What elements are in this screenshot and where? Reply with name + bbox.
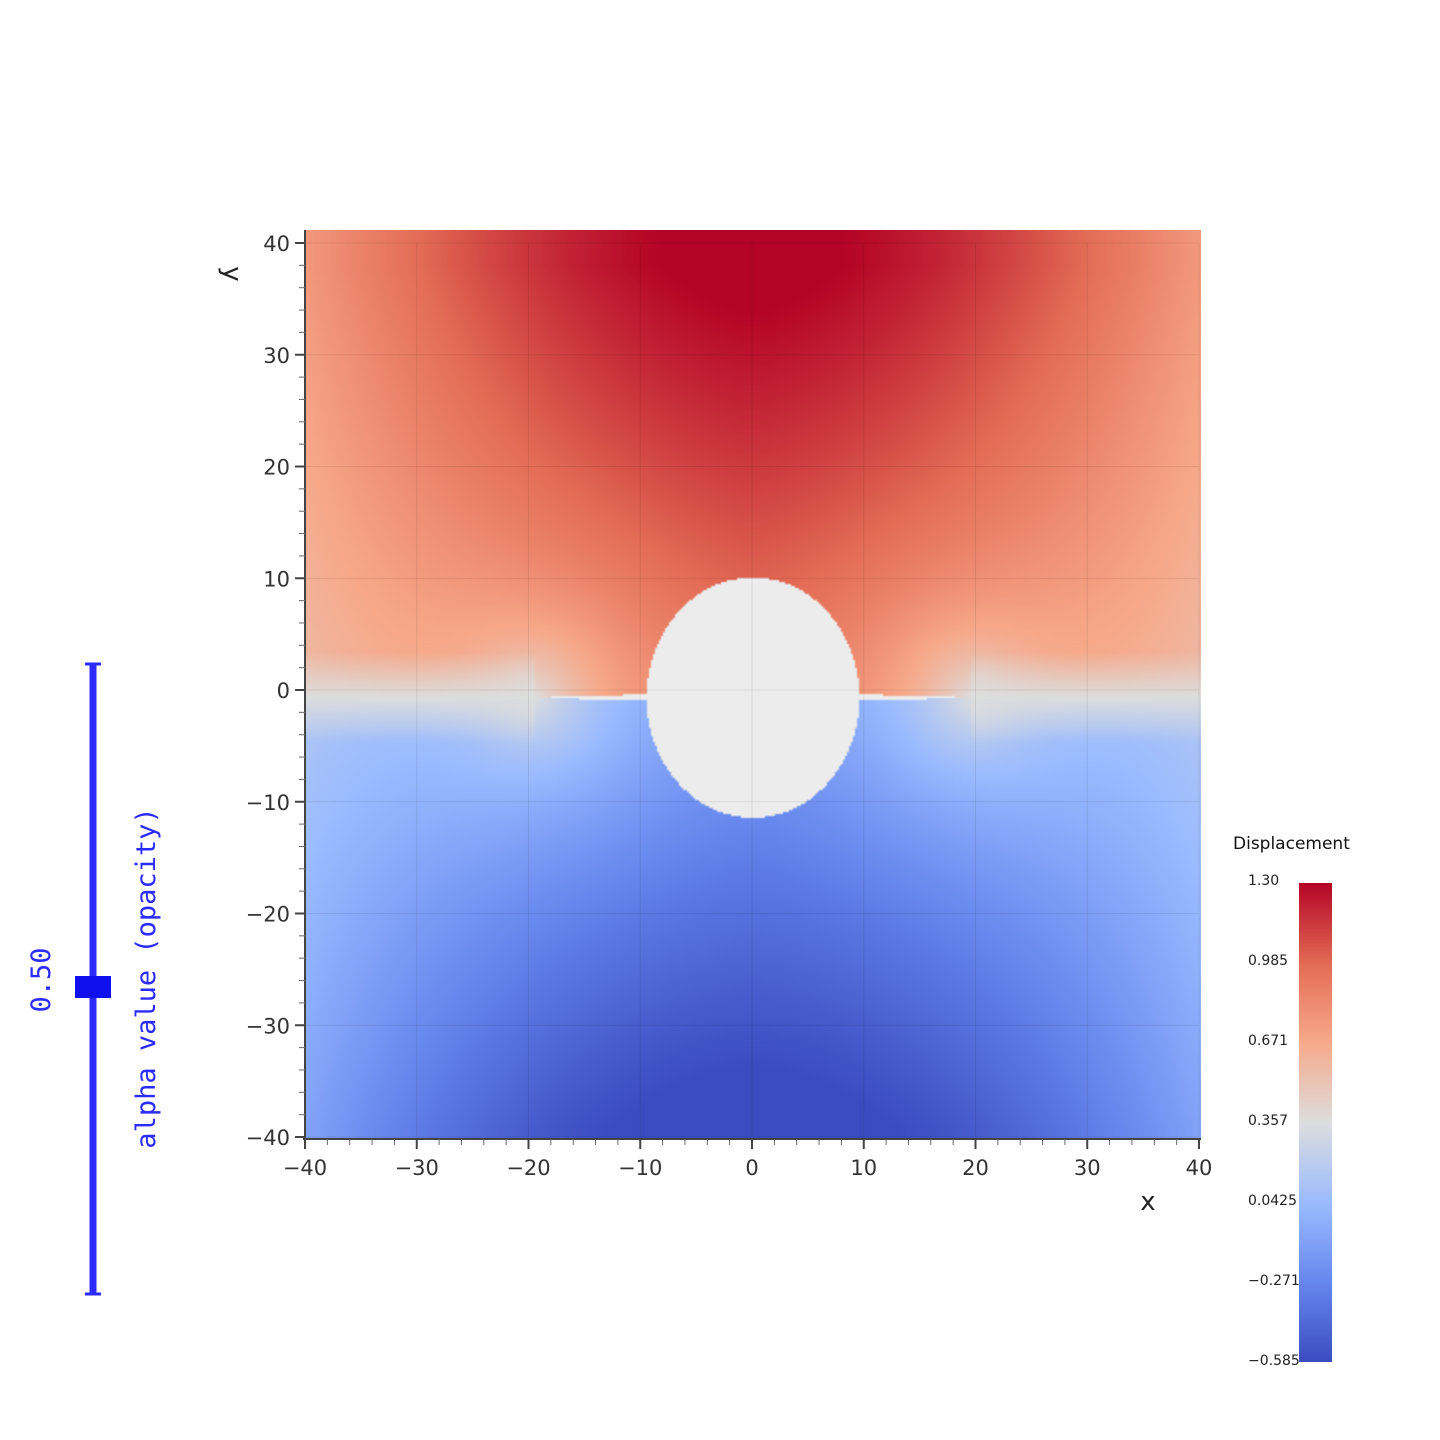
- plot-area: [305, 230, 1201, 1138]
- x-tick-label: 0: [745, 1156, 758, 1180]
- colorbar-label: −0.585: [1248, 1353, 1300, 1369]
- colorbar-label: 0.357: [1248, 1113, 1288, 1129]
- colorbar-label: 1.30: [1248, 873, 1279, 889]
- x-tick-label: 30: [1074, 1156, 1101, 1180]
- y-axis-title: y: [217, 266, 247, 281]
- y-tick-label: 10: [263, 567, 290, 591]
- y-tick-label: 30: [263, 344, 290, 368]
- x-axis: −40 −30 −20 −10 0 10 20 30 40: [283, 1138, 1213, 1180]
- x-tick-label: 20: [962, 1156, 989, 1180]
- y-tick-label: 40: [263, 232, 290, 256]
- slider-value: 0.50: [26, 947, 57, 1012]
- x-tick-label: −40: [283, 1156, 327, 1180]
- x-tick-label: 10: [850, 1156, 877, 1180]
- colorbar-label: 0.985: [1248, 953, 1288, 969]
- y-axis: −40 −30 −20 −10 0 10 20 30 40: [246, 230, 306, 1150]
- x-tick-label: 40: [1186, 1156, 1213, 1180]
- y-tick-label: 0: [277, 679, 290, 703]
- y-tick-label: −20: [246, 903, 290, 927]
- colorbar-label: 0.0425: [1248, 1193, 1297, 1209]
- y-tick-label: −40: [246, 1126, 290, 1150]
- slider-label: alpha value (opacity): [131, 807, 162, 1148]
- grid-lines: [305, 242, 1200, 1138]
- x-axis-title: x: [1140, 1187, 1155, 1217]
- displacement-field: [305, 230, 1201, 1138]
- colorbar: Displacement 1.30 0.985 0.671 0.357 0.0425 −0…: [1233, 834, 1350, 1369]
- y-tick-label: −30: [246, 1014, 290, 1038]
- colorbar-gradient: [1299, 883, 1332, 1362]
- colorbar-title: Displacement: [1233, 834, 1350, 854]
- colorbar-label: −0.271: [1248, 1273, 1300, 1289]
- y-tick-label: −10: [246, 791, 290, 815]
- y-tick-label: 20: [263, 456, 290, 480]
- opacity-slider[interactable]: 0.50 alpha value (opacity): [26, 662, 162, 1296]
- slider-handle[interactable]: [75, 976, 111, 998]
- colorbar-label: 0.671: [1248, 1033, 1288, 1049]
- x-tick-label: −20: [506, 1156, 550, 1180]
- x-tick-label: −30: [395, 1156, 439, 1180]
- x-tick-label: −10: [618, 1156, 662, 1180]
